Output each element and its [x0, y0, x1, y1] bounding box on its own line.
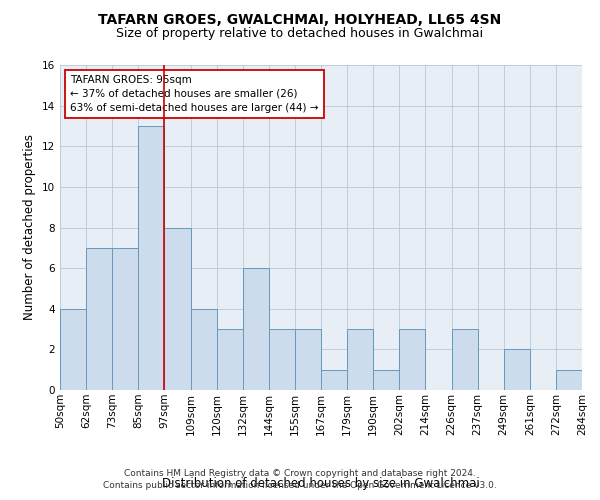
- Text: Contains HM Land Registry data © Crown copyright and database right 2024.
Contai: Contains HM Land Registry data © Crown c…: [103, 469, 497, 490]
- Bar: [139, 126, 164, 390]
- Bar: [60, 308, 86, 390]
- Bar: [400, 329, 425, 390]
- Text: TAFARN GROES: 95sqm
← 37% of detached houses are smaller (26)
63% of semi-detach: TAFARN GROES: 95sqm ← 37% of detached ho…: [70, 74, 319, 113]
- Bar: [112, 248, 139, 390]
- Bar: [504, 350, 530, 390]
- X-axis label: Distribution of detached houses by size in Gwalchmai: Distribution of detached houses by size …: [162, 476, 480, 490]
- Bar: [242, 268, 269, 390]
- Bar: [86, 248, 112, 390]
- Bar: [556, 370, 582, 390]
- Bar: [295, 329, 321, 390]
- Bar: [191, 308, 217, 390]
- Bar: [321, 370, 347, 390]
- Bar: [373, 370, 400, 390]
- Text: Size of property relative to detached houses in Gwalchmai: Size of property relative to detached ho…: [116, 28, 484, 40]
- Bar: [217, 329, 243, 390]
- Bar: [164, 228, 191, 390]
- Bar: [452, 329, 478, 390]
- Bar: [269, 329, 295, 390]
- Text: TAFARN GROES, GWALCHMAI, HOLYHEAD, LL65 4SN: TAFARN GROES, GWALCHMAI, HOLYHEAD, LL65 …: [98, 12, 502, 26]
- Y-axis label: Number of detached properties: Number of detached properties: [23, 134, 37, 320]
- Bar: [347, 329, 373, 390]
